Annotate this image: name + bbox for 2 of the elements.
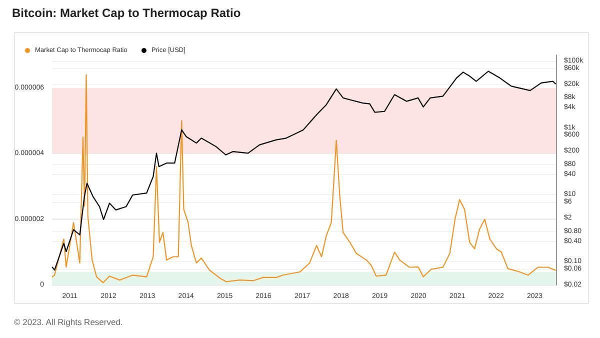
text: © 2023. All Rights Reserved. (14, 317, 123, 327)
chart-title: Bitcoin: Market Cap to Thermocap Ratio (12, 6, 241, 20)
